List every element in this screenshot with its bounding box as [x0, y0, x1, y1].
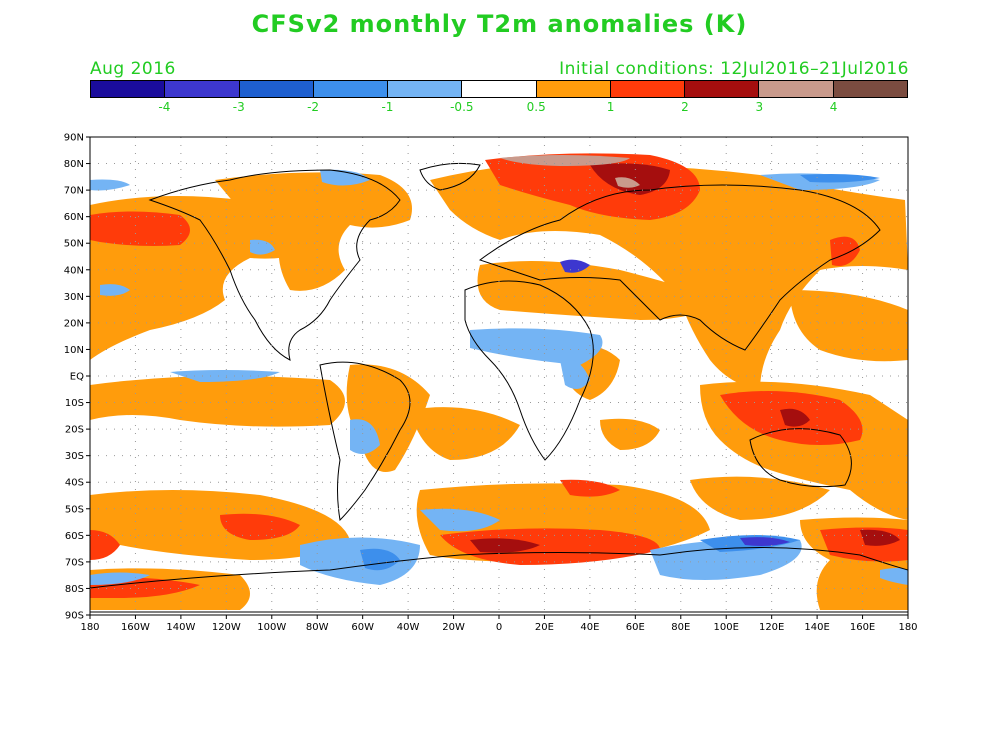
longitude-label: 40E [580, 622, 599, 633]
longitude-label: 120E [759, 622, 784, 633]
strong-cool-regions [560, 259, 790, 546]
legend-swatch [610, 81, 686, 97]
legend-swatch [239, 81, 314, 97]
legend-label: -3 [232, 100, 245, 114]
map-title: CFSv2 monthly T2m anomalies (K) [251, 10, 748, 38]
latitude-label: 20N [64, 318, 84, 329]
longitude-label: 100E [714, 622, 739, 633]
legend-swatch [462, 81, 537, 97]
longitude-label: 160E [850, 622, 875, 633]
legend-label: 4 [829, 100, 838, 114]
legend-label: -2 [307, 100, 320, 114]
legend-swatch [536, 81, 611, 97]
legend-swatch [759, 81, 834, 97]
longitude-label: 60W [351, 622, 374, 633]
legend-label: 1 [606, 100, 615, 114]
latitude-label: 90S [65, 611, 84, 622]
extreme-warm-regions [500, 155, 640, 188]
latitude-label: 50N [64, 239, 84, 250]
longitude-label: 80W [306, 622, 329, 633]
anomaly-shading [90, 153, 908, 613]
longitude-label: 80E [671, 622, 690, 633]
legend-label: 0.5 [526, 100, 546, 114]
latitude-label: 80S [65, 584, 84, 595]
longitude-label: 180 [898, 622, 917, 633]
latitude-label: EQ [70, 372, 84, 383]
legend-swatch [165, 81, 240, 97]
legend-label: -4 [158, 100, 171, 114]
latitude-label: 30S [65, 451, 84, 462]
longitude-label: 140W [166, 622, 195, 633]
legend-swatch [388, 81, 463, 97]
latitude-label: 60N [64, 212, 84, 223]
latitude-label: 90N [64, 133, 84, 144]
latitude-label: 60S [65, 531, 84, 542]
latitude-label: 40S [65, 478, 84, 489]
longitude-label: 60E [626, 622, 645, 633]
latitude-label: 20S [65, 425, 84, 436]
longitude-label: 160W [121, 622, 150, 633]
longitude-label: 20W [442, 622, 465, 633]
legend-label: 3 [755, 100, 764, 114]
latitude-label: 80N [64, 159, 84, 170]
longitude-label: 120W [212, 622, 241, 633]
legend-swatch [833, 81, 907, 97]
legend-label: 2 [681, 100, 689, 114]
longitude-label: 40W [397, 622, 420, 633]
latitude-labels: 90N 80N 70N 60N 50N 40N 30N 20N 10N EQ 10S 20S 30S 40… [64, 133, 90, 622]
latitude-label: 10S [65, 398, 84, 409]
graticule [90, 137, 908, 615]
longitude-label: 0 [496, 622, 502, 633]
initial-conditions-label: Initial conditions: 12Jul2016–21Jul2016 [559, 59, 909, 79]
longitude-label: 180 [80, 622, 99, 633]
color-legend-labels: -4 -3 -2 -1 -0.5 0.5 1 2 3 4 [90, 100, 908, 116]
longitude-labels: 180 160W 140W 120W 100W 80W 60W 40W 20W 0 20E 40E 60… [80, 615, 918, 633]
legend-swatch [313, 81, 389, 97]
longitude-label: 140E [804, 622, 829, 633]
longitude-label: 20E [535, 622, 554, 633]
latitude-label: 70S [65, 557, 84, 568]
latitude-label: 10N [64, 345, 84, 356]
legend-label: -0.5 [450, 100, 474, 114]
forecast-month-label: Aug 2016 [90, 59, 176, 79]
latitude-label: 50S [65, 504, 84, 515]
color-legend-bar [90, 80, 908, 98]
latitude-label: 70N [64, 186, 84, 197]
latitude-label: 40N [64, 265, 84, 276]
legend-swatch [91, 81, 166, 97]
longitude-label: 100W [257, 622, 286, 633]
legend-label: -1 [381, 100, 394, 114]
latitude-label: 30N [64, 292, 84, 303]
legend-swatch [685, 81, 760, 97]
